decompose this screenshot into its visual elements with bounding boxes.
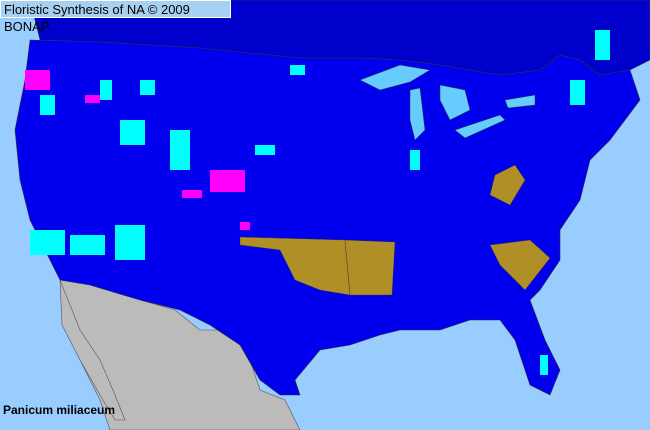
- county-patch: [70, 235, 105, 255]
- county-patch: [240, 222, 250, 230]
- lake-michigan: [409, 87, 426, 141]
- magenta-counties: [25, 70, 250, 230]
- county-patch: [25, 70, 50, 90]
- map-title: Floristic Synthesis of NA © 2009 BONAP: [0, 0, 231, 34]
- arkansas-area: [344, 239, 396, 296]
- county-patch: [85, 95, 100, 103]
- county-patch: [140, 80, 155, 95]
- county-patch: [255, 145, 275, 155]
- county-patch: [115, 225, 145, 260]
- west-virginia-area: [489, 164, 526, 206]
- county-patch: [40, 95, 55, 115]
- cyan-counties: [30, 30, 610, 375]
- mexico-region: [59, 279, 301, 430]
- lake-huron: [439, 84, 471, 121]
- county-patch: [540, 355, 548, 375]
- baja-peninsula: [59, 279, 126, 421]
- county-patch: [30, 230, 65, 255]
- county-patch: [210, 170, 245, 192]
- great-lakes: [359, 64, 536, 141]
- lake-erie: [454, 114, 506, 139]
- county-patch: [170, 130, 190, 170]
- lake-superior: [359, 64, 431, 91]
- county-patch: [570, 80, 585, 105]
- county-patch: [120, 120, 145, 145]
- county-patch: [410, 150, 420, 170]
- south-carolina-area: [489, 239, 551, 291]
- lake-ontario: [504, 94, 536, 109]
- olive-states: [239, 164, 551, 296]
- county-patch: [182, 190, 202, 198]
- species-label: Panicum miliaceum: [3, 403, 116, 417]
- county-patch: [100, 80, 112, 100]
- county-patch: [290, 65, 305, 75]
- county-patch: [595, 30, 610, 60]
